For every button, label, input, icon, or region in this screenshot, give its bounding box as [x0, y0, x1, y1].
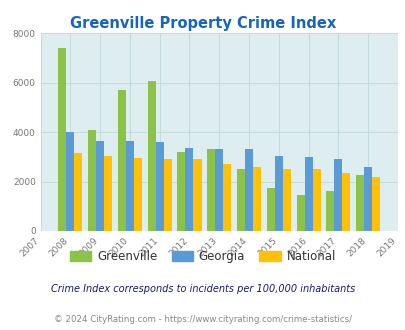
Bar	[193, 159, 201, 231]
Bar	[296, 195, 304, 231]
Bar	[333, 159, 341, 231]
Bar	[163, 159, 171, 231]
Bar	[363, 167, 371, 231]
Bar	[274, 155, 282, 231]
Text: Crime Index corresponds to incidents per 100,000 inhabitants: Crime Index corresponds to incidents per…	[51, 284, 354, 294]
Bar	[66, 132, 74, 231]
Bar	[117, 90, 126, 231]
Bar	[252, 167, 260, 231]
Bar	[282, 169, 290, 231]
Bar	[215, 149, 223, 231]
Bar	[177, 152, 185, 231]
Bar	[304, 157, 312, 231]
Legend: Greenville, Georgia, National: Greenville, Georgia, National	[65, 245, 340, 268]
Bar	[104, 155, 112, 231]
Text: © 2024 CityRating.com - https://www.cityrating.com/crime-statistics/: © 2024 CityRating.com - https://www.city…	[54, 315, 351, 324]
Bar	[266, 188, 274, 231]
Bar	[126, 141, 134, 231]
Text: Greenville Property Crime Index: Greenville Property Crime Index	[70, 16, 335, 31]
Bar	[147, 81, 155, 231]
Bar	[155, 142, 163, 231]
Bar	[341, 173, 350, 231]
Bar	[96, 141, 104, 231]
Bar	[185, 148, 193, 231]
Bar	[355, 175, 363, 231]
Bar	[223, 164, 231, 231]
Bar	[88, 130, 96, 231]
Bar	[312, 169, 320, 231]
Bar	[74, 153, 82, 231]
Bar	[207, 149, 215, 231]
Bar	[371, 177, 379, 231]
Bar	[326, 191, 333, 231]
Bar	[244, 149, 252, 231]
Bar	[58, 48, 66, 231]
Bar	[237, 169, 244, 231]
Bar	[134, 158, 142, 231]
